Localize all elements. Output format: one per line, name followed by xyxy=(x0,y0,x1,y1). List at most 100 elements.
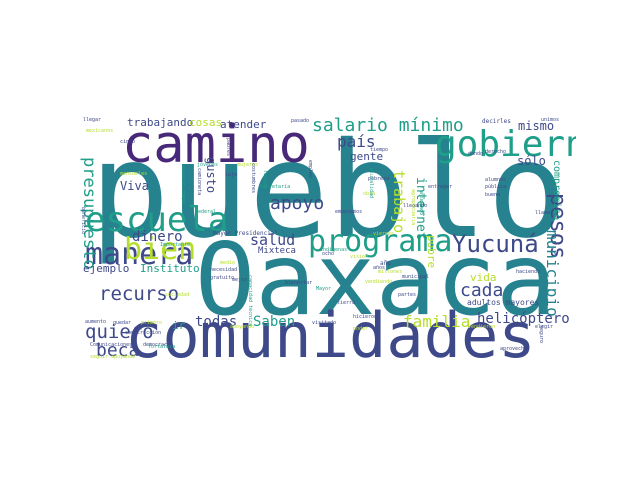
word-padres: padres xyxy=(225,138,231,157)
word-saben: Saben xyxy=(253,314,296,330)
word-mismo: mismo xyxy=(518,119,555,133)
word-apoyando: apoyando xyxy=(230,324,255,330)
word-viernes: viernes xyxy=(373,231,395,237)
word-aprovecho: aprovecho xyxy=(500,346,528,352)
word-publica: pública xyxy=(485,184,507,190)
word-visitado: visitado xyxy=(312,320,337,326)
word-entregar: entregar xyxy=(428,184,453,190)
word-salario-minimo: salario mínimo xyxy=(312,115,464,136)
word-pluralidad: pluralidad xyxy=(368,168,374,199)
word-hicieron: hicieron xyxy=(353,314,378,320)
word-construccion: construcción xyxy=(125,330,162,336)
word-compromiso: compromiso xyxy=(551,160,562,221)
word-cinco: cinco xyxy=(120,139,136,145)
word-bien: bien xyxy=(124,232,197,267)
word-agropecuaria: agropecuaria xyxy=(410,189,416,226)
word-poder: poder xyxy=(353,326,369,332)
word-dando: dando xyxy=(468,151,484,157)
word-programa: programa xyxy=(308,224,453,259)
word-adultos-mayores: adultos mayores xyxy=(467,298,540,307)
word-camino: camino xyxy=(122,115,310,175)
word-yucuna: Yucuná xyxy=(452,230,539,258)
word-apoyo: apoyo xyxy=(270,193,325,214)
word-mayor-presidencial: Mayor Presidencial xyxy=(213,230,279,237)
word-ayudando: ayudando xyxy=(418,191,424,216)
word-anos: años xyxy=(373,265,386,271)
word-oaxaca: Oaxaca xyxy=(195,221,557,338)
word-pais: país xyxy=(337,132,376,151)
word-obra: obra xyxy=(363,191,376,197)
word-pasado: pasado xyxy=(291,118,310,124)
word-bienestar: bienestar xyxy=(285,280,313,286)
word-gratuito: gratuito xyxy=(210,275,235,281)
word-cosas: cosas xyxy=(189,116,223,129)
word-beneficio: beneficio xyxy=(80,207,86,235)
word-secretaria: Secretaría xyxy=(260,184,291,190)
word-mujeres: mujeres xyxy=(237,162,259,168)
word-tierra: tierra xyxy=(337,300,356,306)
word-vendieron: vendieron xyxy=(468,324,496,330)
word-indigenas: indígenas xyxy=(320,247,348,253)
word-medio: medio xyxy=(220,260,236,266)
word-pobreza: pobreza xyxy=(368,176,390,182)
word-importante: Importante xyxy=(160,242,191,248)
word-empezamos: empezamos xyxy=(335,209,363,215)
word-buena: buena xyxy=(485,192,501,198)
word-federal: Federal xyxy=(195,209,217,215)
word-vendiendo: vendiendo xyxy=(365,279,393,285)
word-viva: Viva xyxy=(120,179,149,193)
word-trabajando: trabajando xyxy=(127,116,194,129)
word-tiempo: tiempo xyxy=(370,147,389,153)
word-trabajo: trabajo xyxy=(390,170,408,234)
word-ir: ir xyxy=(172,319,186,332)
word-comunicaciones: Comunicaciones xyxy=(90,342,133,348)
word-mexicanos: mexicanos xyxy=(86,128,114,134)
word-mejor: mejor xyxy=(232,277,248,283)
word-millones: millones xyxy=(378,269,403,275)
word-haciendo: haciendo xyxy=(516,269,541,275)
word-sociedad: sociedad xyxy=(165,292,190,298)
word-recurso: recurso xyxy=(99,283,180,305)
word-aumento: aumento xyxy=(85,319,107,325)
word-gobierno: gobierno xyxy=(435,124,576,165)
word-pueblo: pueblo xyxy=(90,115,567,268)
word-quiero: quiero xyxy=(85,321,154,343)
word-municipal: municipal xyxy=(402,274,430,280)
word-primero: primero xyxy=(141,320,163,326)
word-derecho: derecho xyxy=(485,149,507,155)
word-jovenes: jóvenes xyxy=(197,162,219,168)
word-salud: salud xyxy=(250,231,296,249)
word-lujo: lujo xyxy=(225,172,238,178)
word-helicoptero: helicóptero xyxy=(477,311,570,327)
word-instituto: Instituto xyxy=(140,262,200,275)
word-unimos: unimos xyxy=(541,117,560,123)
word-fortaleza: fortaleza xyxy=(148,344,176,350)
word-democracia: democracia xyxy=(143,342,174,348)
word-decirles: decirles xyxy=(482,118,511,125)
word-ocho: ocho xyxy=(322,251,335,257)
word-mixteca: Mixteca xyxy=(258,246,296,256)
word-atender: atender xyxy=(220,118,267,131)
word-familia: familia xyxy=(403,312,471,331)
word-todas: todas xyxy=(195,314,238,330)
word-alumnos: alumnos xyxy=(485,177,507,183)
word-comunidades: comunidades xyxy=(125,299,536,366)
word-escuela: escuela xyxy=(85,200,229,240)
word-vida: vida xyxy=(470,271,497,284)
word-ejemplo: ejemplo xyxy=(83,262,130,275)
word-manera: manera xyxy=(85,237,194,272)
word-quedar: quedar xyxy=(113,320,132,326)
word-vision: visión xyxy=(350,254,369,260)
word-camioneta: camioneta xyxy=(196,168,202,196)
word-mayor: Mayor xyxy=(316,286,332,292)
word-salario-campo: salario campo xyxy=(180,165,186,205)
word-partes: partes xyxy=(398,292,417,298)
word-solo: sólo xyxy=(517,154,546,168)
word-llama: llama xyxy=(535,210,551,216)
word-costumbres: costumbres xyxy=(250,163,256,194)
word-municipio: municipio xyxy=(543,230,562,317)
word-mensuales: mensuales xyxy=(120,171,148,177)
word-empleo: empleo xyxy=(307,160,313,179)
word-ano: año xyxy=(380,260,391,267)
